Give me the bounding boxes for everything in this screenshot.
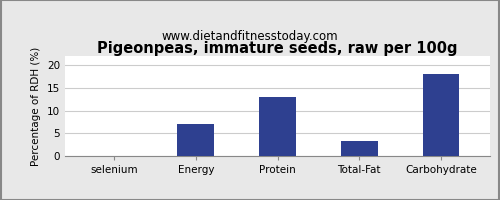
Bar: [178, 124, 214, 156]
Bar: [341, 141, 378, 156]
Bar: [422, 74, 460, 156]
Title: Pigeonpeas, immature seeds, raw per 100g: Pigeonpeas, immature seeds, raw per 100g: [97, 41, 458, 56]
Y-axis label: Percentage of RDH (%): Percentage of RDH (%): [32, 46, 42, 166]
Bar: [259, 97, 296, 156]
Text: www.dietandfitnesstoday.com: www.dietandfitnesstoday.com: [162, 30, 338, 43]
